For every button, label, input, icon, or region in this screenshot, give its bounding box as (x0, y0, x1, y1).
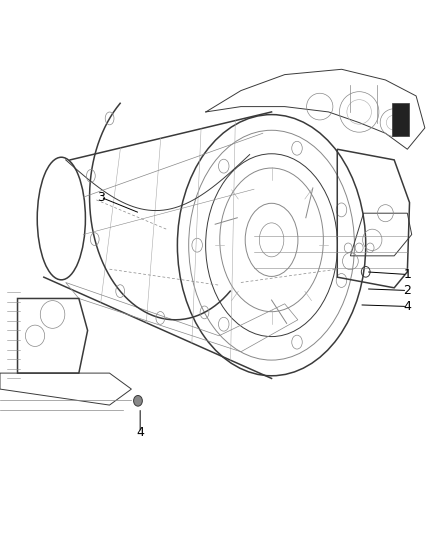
Text: 2: 2 (403, 284, 411, 297)
Ellipse shape (134, 395, 142, 406)
FancyBboxPatch shape (392, 103, 409, 136)
Text: 4: 4 (403, 300, 411, 313)
Text: 3: 3 (97, 191, 105, 204)
Text: 4: 4 (136, 426, 144, 439)
Text: 1: 1 (403, 268, 411, 281)
